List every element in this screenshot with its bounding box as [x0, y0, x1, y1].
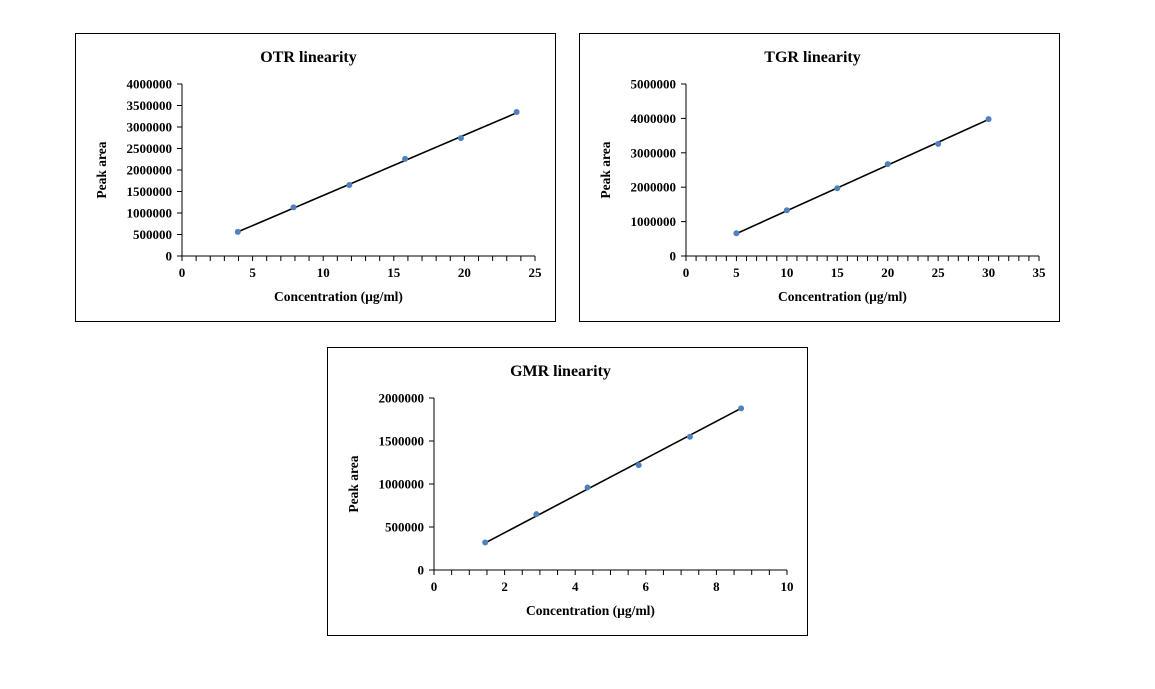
y-tick-label: 0	[670, 249, 677, 264]
tgr-linearity-chart-panel: TGR linearity 0 1000000 2000000 3000000 40000…	[579, 33, 1060, 322]
tgr-linearity-chart: TGR linearity 0 1000000 2000000 3000000 40000…	[598, 49, 1047, 304]
data-point	[402, 155, 409, 162]
x-tick-label: 0	[179, 265, 186, 280]
gmr-linearity-chart: GMR linearity 0 500000 1000000 1500000 200000…	[346, 363, 794, 618]
x-tick-label: 30	[982, 265, 995, 280]
trendline	[237, 112, 517, 233]
y-axis-label: Peak area	[346, 455, 361, 512]
x-axis-label: Concentration (µg/ml)	[526, 603, 655, 618]
y-tick-label: 0	[418, 563, 425, 578]
y-tick-label: 1500000	[127, 184, 173, 199]
x-tick-label: 25	[529, 265, 543, 280]
data-point	[738, 405, 745, 412]
y-tick-label: 3000000	[631, 145, 677, 160]
y-tick-label: 3500000	[127, 98, 173, 113]
gmr-linearity-chart-panel: GMR linearity 0 500000 1000000 1500000 200000…	[327, 347, 808, 636]
data-point	[584, 484, 591, 491]
y-tick-label: 2500000	[127, 141, 173, 156]
y-tick-label: 0	[166, 249, 173, 264]
x-tick-label: 5	[249, 265, 256, 280]
x-tick-label: 0	[431, 579, 438, 594]
x-tick-label: 15	[831, 265, 845, 280]
y-tick-label: 2000000	[127, 163, 173, 178]
x-axis-label: Concentration (µg/ml)	[274, 289, 403, 304]
trendline	[484, 407, 742, 544]
data-point	[935, 140, 942, 147]
x-tick-label: 8	[713, 579, 720, 594]
trendline	[736, 118, 989, 235]
y-tick-label: 1000000	[379, 477, 425, 492]
data-point	[513, 108, 520, 115]
x-tick-label: 20	[458, 265, 471, 280]
y-axis-label: Peak area	[598, 141, 613, 198]
y-tick-label: 2000000	[631, 180, 677, 195]
x-tick-label: 25	[932, 265, 946, 280]
data-point	[884, 161, 891, 168]
x-tick-label: 10	[780, 265, 793, 280]
chart-title: OTR linearity	[260, 49, 356, 66]
otr-linearity-chart-panel: OTR linearity 0 500000 1000000 1500000 200000…	[75, 33, 556, 322]
data-point	[482, 539, 489, 546]
data-point	[533, 511, 540, 518]
data-point	[783, 207, 790, 214]
x-tick-label: 35	[1033, 265, 1047, 280]
y-tick-label: 4000000	[127, 77, 173, 92]
y-tick-label: 3000000	[127, 120, 173, 135]
y-tick-label: 1500000	[379, 434, 425, 449]
y-tick-label: 4000000	[631, 111, 677, 126]
y-tick-label: 2000000	[379, 391, 425, 406]
x-tick-label: 15	[387, 265, 401, 280]
otr-linearity-chart: OTR linearity 0 500000 1000000 1500000 200000…	[94, 49, 543, 304]
chart-title: TGR linearity	[764, 49, 860, 66]
data-point	[346, 182, 353, 189]
data-point	[686, 433, 693, 440]
data-point	[733, 230, 740, 237]
data-point	[834, 185, 841, 192]
x-tick-label: 10	[781, 579, 794, 594]
x-tick-label: 5	[733, 265, 740, 280]
x-tick-label: 20	[881, 265, 894, 280]
y-tick-label: 500000	[385, 520, 424, 535]
y-tick-label: 1000000	[127, 206, 173, 221]
x-tick-label: 2	[501, 579, 508, 594]
data-point	[985, 116, 992, 123]
data-point	[457, 135, 464, 142]
y-tick-label: 500000	[133, 227, 172, 242]
data-point	[635, 462, 642, 469]
y-tick-label: 5000000	[631, 77, 677, 92]
x-tick-label: 0	[683, 265, 690, 280]
x-tick-label: 4	[572, 579, 579, 594]
data-point	[234, 228, 241, 235]
x-tick-label: 6	[643, 579, 650, 594]
y-tick-label: 1000000	[631, 214, 677, 229]
x-tick-label: 10	[317, 265, 330, 280]
y-axis-label: Peak area	[94, 141, 109, 198]
data-point	[290, 204, 297, 211]
chart-title: GMR linearity	[510, 363, 611, 380]
x-axis-label: Concentration (µg/ml)	[778, 289, 907, 304]
